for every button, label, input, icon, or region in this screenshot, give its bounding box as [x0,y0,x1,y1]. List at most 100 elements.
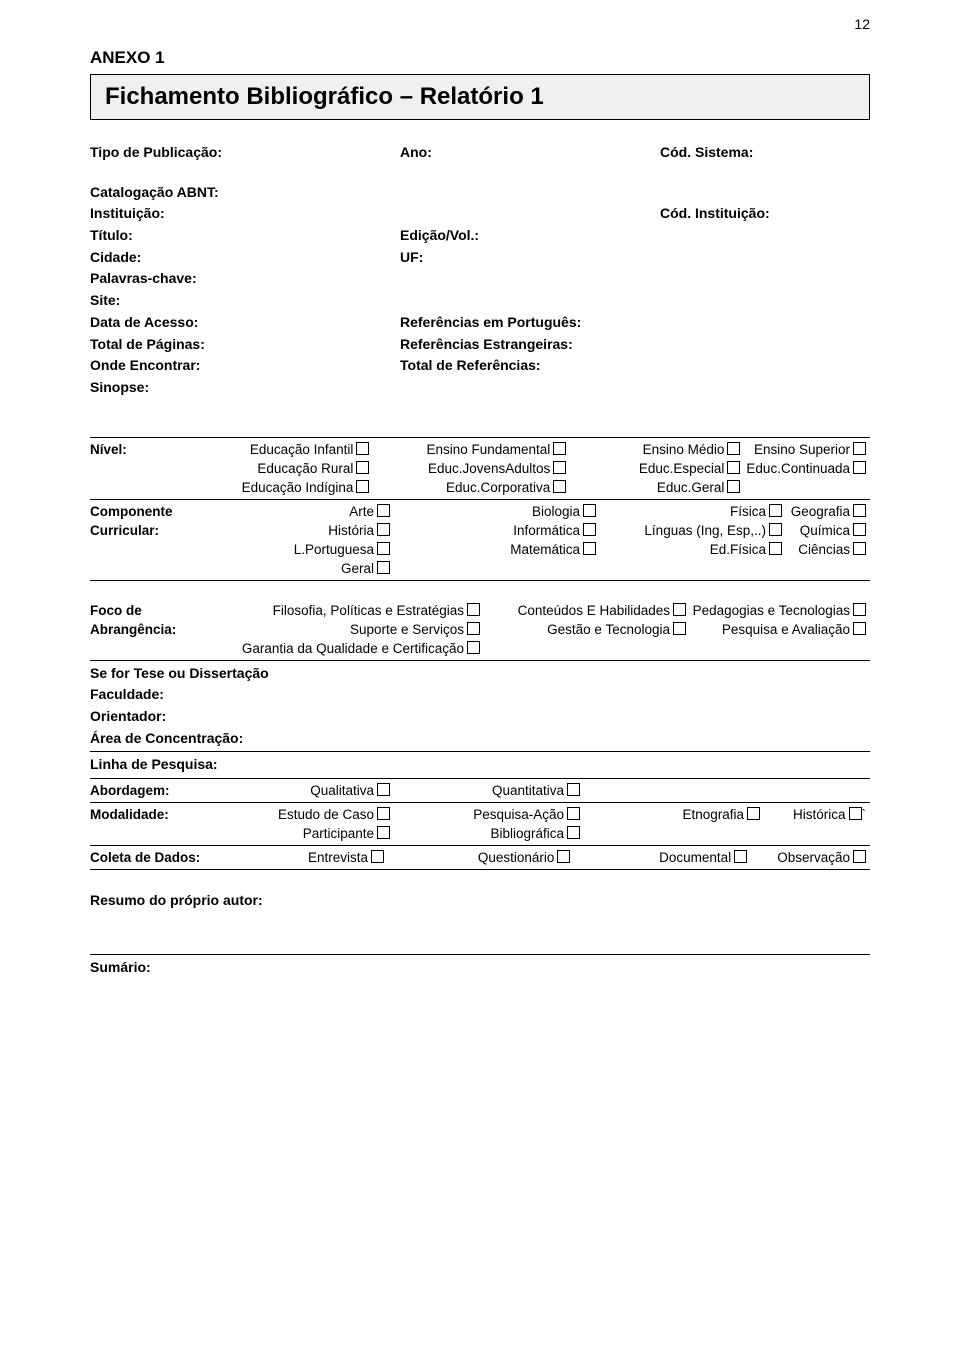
divider [90,802,870,803]
page: 12 ANEXO 1 Fichamento Bibliográfico – Re… [0,0,960,1360]
label-abordagem: Abordagem: [90,781,230,800]
checkbox[interactable] [557,850,570,863]
checkbox[interactable] [467,641,480,654]
checkbox[interactable] [467,622,480,635]
checkbox[interactable] [853,504,866,517]
opt-bibliografica: Bibliográfica [490,826,564,841]
label-ref-est: Referências Estrangeiras: [400,334,660,356]
checkbox[interactable] [553,442,566,455]
opt-estudo-caso: Estudo de Caso [278,807,374,822]
checkbox[interactable] [769,523,782,536]
checkbox[interactable] [583,523,596,536]
checkbox[interactable] [853,442,866,455]
label-instituicao: Instituição: [90,203,400,225]
label-catalogacao: Catalogação ABNT: [90,182,400,204]
divider [90,580,870,581]
label-resumo: Resumo do próprio autor: [90,890,870,912]
opt-fisica: Física [730,504,766,519]
label-onde-encontrar: Onde Encontrar: [90,355,400,377]
opt-geral: Geral [341,561,374,576]
checkbox[interactable] [377,523,390,536]
opt-pedagogias: Pedagogias e Tecnologias [693,603,850,618]
checkbox[interactable] [853,622,866,635]
label-ano: Ano: [400,142,660,164]
checkbox[interactable] [734,850,747,863]
opt-educ-infantil: Educação Infantil [250,442,354,457]
label-orientador: Orientador: [90,706,870,728]
opt-geografia: Geografia [791,504,850,519]
opt-arte: Arte [349,504,374,519]
opt-informatica: Informática [513,523,580,538]
checkbox[interactable] [583,504,596,517]
label-cod-sistema: Cód. Sistema: [660,142,870,164]
checkbox[interactable] [377,807,390,820]
checkbox[interactable] [673,603,686,616]
checkbox[interactable] [356,461,369,474]
checkbox[interactable] [853,542,866,555]
checkbox[interactable] [727,461,740,474]
opt-filosofia: Filosofia, Políticas e Estratégias [273,603,464,618]
divider [90,437,870,438]
divider [90,954,870,955]
label-nivel: Nível: [90,440,189,459]
opt-biologia: Biologia [532,504,580,519]
checkbox[interactable] [727,480,740,493]
checkbox[interactable] [853,461,866,474]
label-linha: Linha de Pesquisa: [90,754,870,776]
checkbox[interactable] [849,807,862,820]
opt-edfisica: Ed.Física [710,542,766,557]
checkbox[interactable] [769,542,782,555]
checkbox[interactable] [371,850,384,863]
opt-historica: Histórica [793,807,846,822]
checkbox[interactable] [553,461,566,474]
divider [90,869,870,870]
checkbox[interactable] [567,807,580,820]
opt-ensino-medio: Ensino Médio [643,442,725,457]
divider [90,778,870,779]
opt-ensino-superior: Ensino Superior [754,442,850,457]
label-faculdade: Faculdade: [90,684,870,706]
opt-entrevista: Entrevista [308,850,368,865]
label-site: Site: [90,290,120,312]
checkbox[interactable] [583,542,596,555]
opt-ciencias: Ciências [798,542,850,557]
label-titulo: Título: [90,225,400,247]
label-sumario: Sumário: [90,957,870,979]
opt-educ-continuada: Educ.Continuada [746,461,850,476]
foco-table: Foco de Filosofia, Políticas e Estratégi… [90,601,870,658]
checkbox[interactable] [567,826,580,839]
opt-quimica: Química [800,523,850,538]
checkbox[interactable] [377,561,390,574]
checkbox[interactable] [467,603,480,616]
opt-ensino-fundamental: Ensino Fundamental [426,442,550,457]
opt-participante: Participante [303,826,374,841]
checkbox[interactable] [377,542,390,555]
label-tipo-publicacao: Tipo de Publicação: [90,142,400,164]
label-curricular: Curricular: [90,521,200,540]
opt-educ-jovens: Educ.JovensAdultos [428,461,550,476]
checkbox[interactable] [673,622,686,635]
tick-mark: ` [862,807,867,822]
checkbox[interactable] [747,807,760,820]
opt-questionario: Questionário [478,850,555,865]
label-sinopse: Sinopse: [90,377,149,399]
label-edicao: Edição/Vol.: [400,225,660,247]
checkbox[interactable] [567,783,580,796]
checkbox[interactable] [356,442,369,455]
checkbox[interactable] [377,826,390,839]
divider [90,751,870,752]
checkbox[interactable] [769,504,782,517]
checkbox[interactable] [377,783,390,796]
opt-observacao: Observação [777,850,850,865]
checkbox[interactable] [853,850,866,863]
checkbox[interactable] [727,442,740,455]
checkbox[interactable] [853,523,866,536]
label-total-ref: Total de Referências: [400,355,660,377]
opt-conteudos: Conteúdos E Habilidades [518,603,670,618]
label-componente: Componente [90,502,200,521]
checkbox[interactable] [377,504,390,517]
checkbox[interactable] [553,480,566,493]
opt-gestao: Gestão e Tecnologia [547,622,670,637]
checkbox[interactable] [356,480,369,493]
checkbox[interactable] [853,603,866,616]
